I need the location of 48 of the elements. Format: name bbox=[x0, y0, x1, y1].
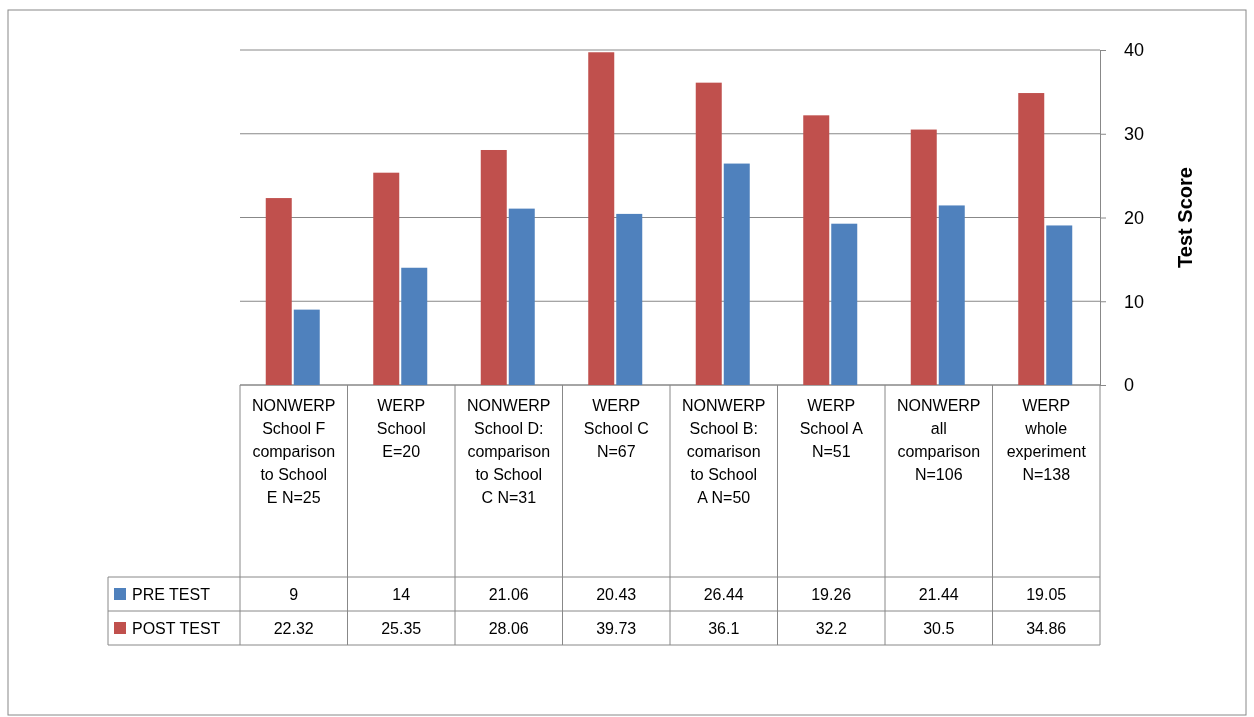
data-label: 19.05 bbox=[1026, 586, 1067, 603]
data-label: 9 bbox=[289, 586, 299, 603]
y-tick-label: 20 bbox=[1124, 207, 1145, 228]
bar bbox=[938, 205, 965, 385]
x-tick-label: NONWERP School D: comparison to School C N=31 bbox=[466, 397, 551, 506]
legend-label: PRE TEST bbox=[132, 586, 211, 603]
data-label: 36.1 bbox=[708, 620, 740, 637]
data-label: 19.26 bbox=[811, 586, 852, 603]
bar bbox=[1046, 225, 1073, 385]
x-tick-label: NONWERP School B: comarison to School A N=50 bbox=[681, 397, 766, 506]
data-label: 28.06 bbox=[488, 620, 529, 637]
bar bbox=[910, 129, 937, 385]
data-label: 26.44 bbox=[703, 586, 744, 603]
x-tick-label: WERP School E=20 bbox=[376, 397, 426, 460]
data-label: 25.35 bbox=[381, 620, 422, 637]
data-label: 30.5 bbox=[923, 620, 955, 637]
y-tick-label: 30 bbox=[1124, 124, 1145, 145]
x-tick-label: NONWERP School F comparison to School E N=25 bbox=[251, 397, 336, 506]
y-axis-title: Test Score bbox=[1174, 167, 1196, 268]
bar bbox=[588, 52, 615, 385]
bar bbox=[508, 208, 535, 385]
bar bbox=[293, 309, 320, 385]
bar bbox=[265, 198, 292, 385]
data-label: 21.44 bbox=[918, 586, 959, 603]
legend-label: POST TEST bbox=[132, 620, 221, 637]
data-label: 21.06 bbox=[488, 586, 529, 603]
data-label: 39.73 bbox=[596, 620, 637, 637]
data-label: 22.32 bbox=[273, 620, 314, 637]
bar bbox=[1018, 93, 1045, 385]
y-tick-label: 10 bbox=[1124, 291, 1145, 312]
x-tick-label: NONWERP all comparison N=106 bbox=[896, 397, 981, 483]
x-tick-label: WERP School A N=51 bbox=[799, 397, 864, 460]
bar bbox=[401, 267, 428, 385]
data-label: 20.43 bbox=[596, 586, 637, 603]
bar bbox=[480, 150, 507, 385]
bar bbox=[616, 213, 643, 385]
bar bbox=[373, 172, 400, 385]
data-label: 14 bbox=[392, 586, 411, 603]
y-tick-label: 40 bbox=[1124, 40, 1145, 61]
data-label: 34.86 bbox=[1026, 620, 1067, 637]
bar bbox=[831, 223, 858, 385]
data-label: 32.2 bbox=[815, 620, 847, 637]
x-tick-label: WERP whole experiment N=138 bbox=[1006, 397, 1087, 483]
x-tick-label: WERP School C N=67 bbox=[583, 397, 649, 460]
y-tick-label: 0 bbox=[1124, 375, 1135, 396]
bar bbox=[695, 82, 722, 385]
bar bbox=[803, 115, 830, 385]
bar bbox=[723, 163, 750, 385]
